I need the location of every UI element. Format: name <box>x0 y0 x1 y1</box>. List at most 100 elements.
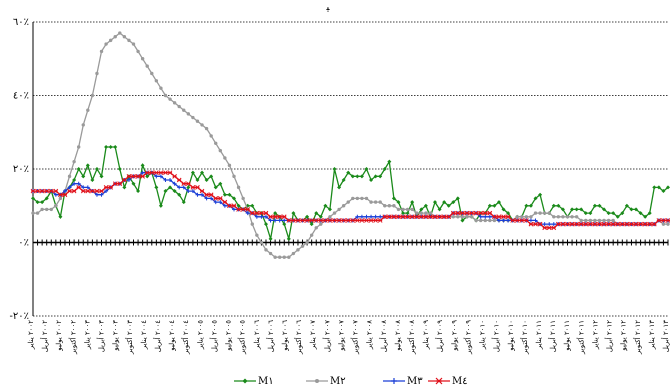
data-point <box>95 71 99 76</box>
data-point <box>145 174 150 179</box>
data-point <box>185 181 191 187</box>
data-point <box>624 203 629 208</box>
data-point <box>90 93 95 98</box>
data-point <box>191 115 195 120</box>
data-point <box>373 214 378 219</box>
data-point <box>108 144 113 149</box>
data-point <box>419 211 424 215</box>
data-point <box>54 204 58 208</box>
data-point <box>528 221 534 227</box>
data-point <box>99 174 104 179</box>
data-point <box>232 174 236 179</box>
data-point <box>218 200 223 205</box>
data-point <box>615 221 621 227</box>
data-point <box>629 221 634 227</box>
data-point <box>282 255 286 259</box>
x-tick-label: ٢٠٠٨ يوليو <box>394 320 402 352</box>
data-point <box>245 211 250 216</box>
gridlines <box>32 21 668 317</box>
data-point <box>441 214 447 220</box>
data-point <box>487 203 492 208</box>
data-point <box>168 185 173 190</box>
legend-marker <box>391 378 397 384</box>
data-point <box>451 200 456 205</box>
x-tick-label: ٢٠٠٧ يناير <box>309 320 317 351</box>
data-point <box>651 221 657 227</box>
data-point <box>309 233 314 237</box>
data-point <box>465 215 469 219</box>
data-point <box>273 218 278 223</box>
x-tick-label: ٢٠١٣ أبريل <box>660 320 670 353</box>
data-point <box>135 173 141 179</box>
data-point <box>67 185 72 190</box>
data-point <box>400 214 406 220</box>
data-point <box>355 196 360 201</box>
data-point <box>204 196 209 201</box>
x-tick-label: ٢٠٠٩ أبريل <box>434 320 444 353</box>
data-point <box>140 173 145 179</box>
data-point <box>556 215 561 219</box>
data-point <box>546 225 552 231</box>
x-tick-label: ٢٠٠٧ يوليو <box>337 320 345 352</box>
data-point <box>624 221 630 227</box>
data-point <box>227 203 232 209</box>
data-point <box>392 204 396 208</box>
data-point <box>227 163 232 168</box>
data-point <box>309 218 315 223</box>
data-point <box>570 215 574 219</box>
data-point <box>254 210 260 216</box>
legend-marker <box>435 377 443 385</box>
data-point <box>634 207 639 212</box>
data-point <box>610 221 616 227</box>
data-point <box>337 207 341 212</box>
data-point <box>369 178 374 183</box>
data-point <box>58 192 63 198</box>
x-tick-label: ٢٠٠٤ أكتوبر <box>180 320 190 355</box>
data-point <box>48 188 54 194</box>
data-point <box>195 185 200 190</box>
data-point <box>35 200 40 205</box>
data-point <box>542 222 547 227</box>
y-tick-label: ٢٠٪ <box>13 164 29 175</box>
x-tick-label: ٢٠٠٥ أكتوبر <box>237 320 247 355</box>
data-point <box>90 188 95 194</box>
data-point <box>118 31 122 35</box>
x-tick-label: ٢٠٠٦ يناير <box>253 320 261 351</box>
x-tick-label: ٢٠١٢ أبريل <box>604 320 614 353</box>
data-point <box>464 210 470 216</box>
data-point <box>213 200 218 205</box>
data-point <box>542 225 548 231</box>
data-point <box>359 214 364 219</box>
data-point <box>255 233 259 237</box>
x-axis-tick-labels: ٢٠٠٢ يناير ٢٠٠٢ أبريل ٢٠٠٢ يوليو ٢٠٠٢ أكتوب… <box>27 320 670 355</box>
data-point <box>638 211 643 216</box>
x-tick-label: ٢٠٠٨ أكتوبر <box>406 320 416 355</box>
data-point <box>309 222 314 227</box>
data-point <box>469 210 474 216</box>
x-tick-label: ٢٠٠٦ أكتوبر <box>293 320 303 355</box>
data-point <box>341 204 346 208</box>
data-point <box>272 214 278 220</box>
data-point <box>158 170 164 176</box>
x-tick-label: ٢٠١٢ يناير <box>591 320 599 351</box>
data-point <box>223 156 227 160</box>
data-point <box>108 38 113 43</box>
data-point <box>501 218 506 223</box>
data-point <box>286 236 291 241</box>
legend-label: M٢ <box>330 376 346 387</box>
data-point <box>168 97 172 101</box>
data-point <box>377 218 383 223</box>
data-point <box>49 207 53 212</box>
data-point <box>195 119 200 123</box>
data-point <box>451 215 455 219</box>
data-point <box>282 218 287 223</box>
data-point <box>181 185 186 190</box>
data-point <box>570 207 575 212</box>
data-point <box>488 218 492 223</box>
data-point <box>85 188 91 194</box>
series-layer <box>30 31 670 259</box>
series-1 <box>31 144 670 241</box>
data-point <box>533 221 538 227</box>
data-point <box>94 188 100 194</box>
data-point <box>126 178 131 183</box>
